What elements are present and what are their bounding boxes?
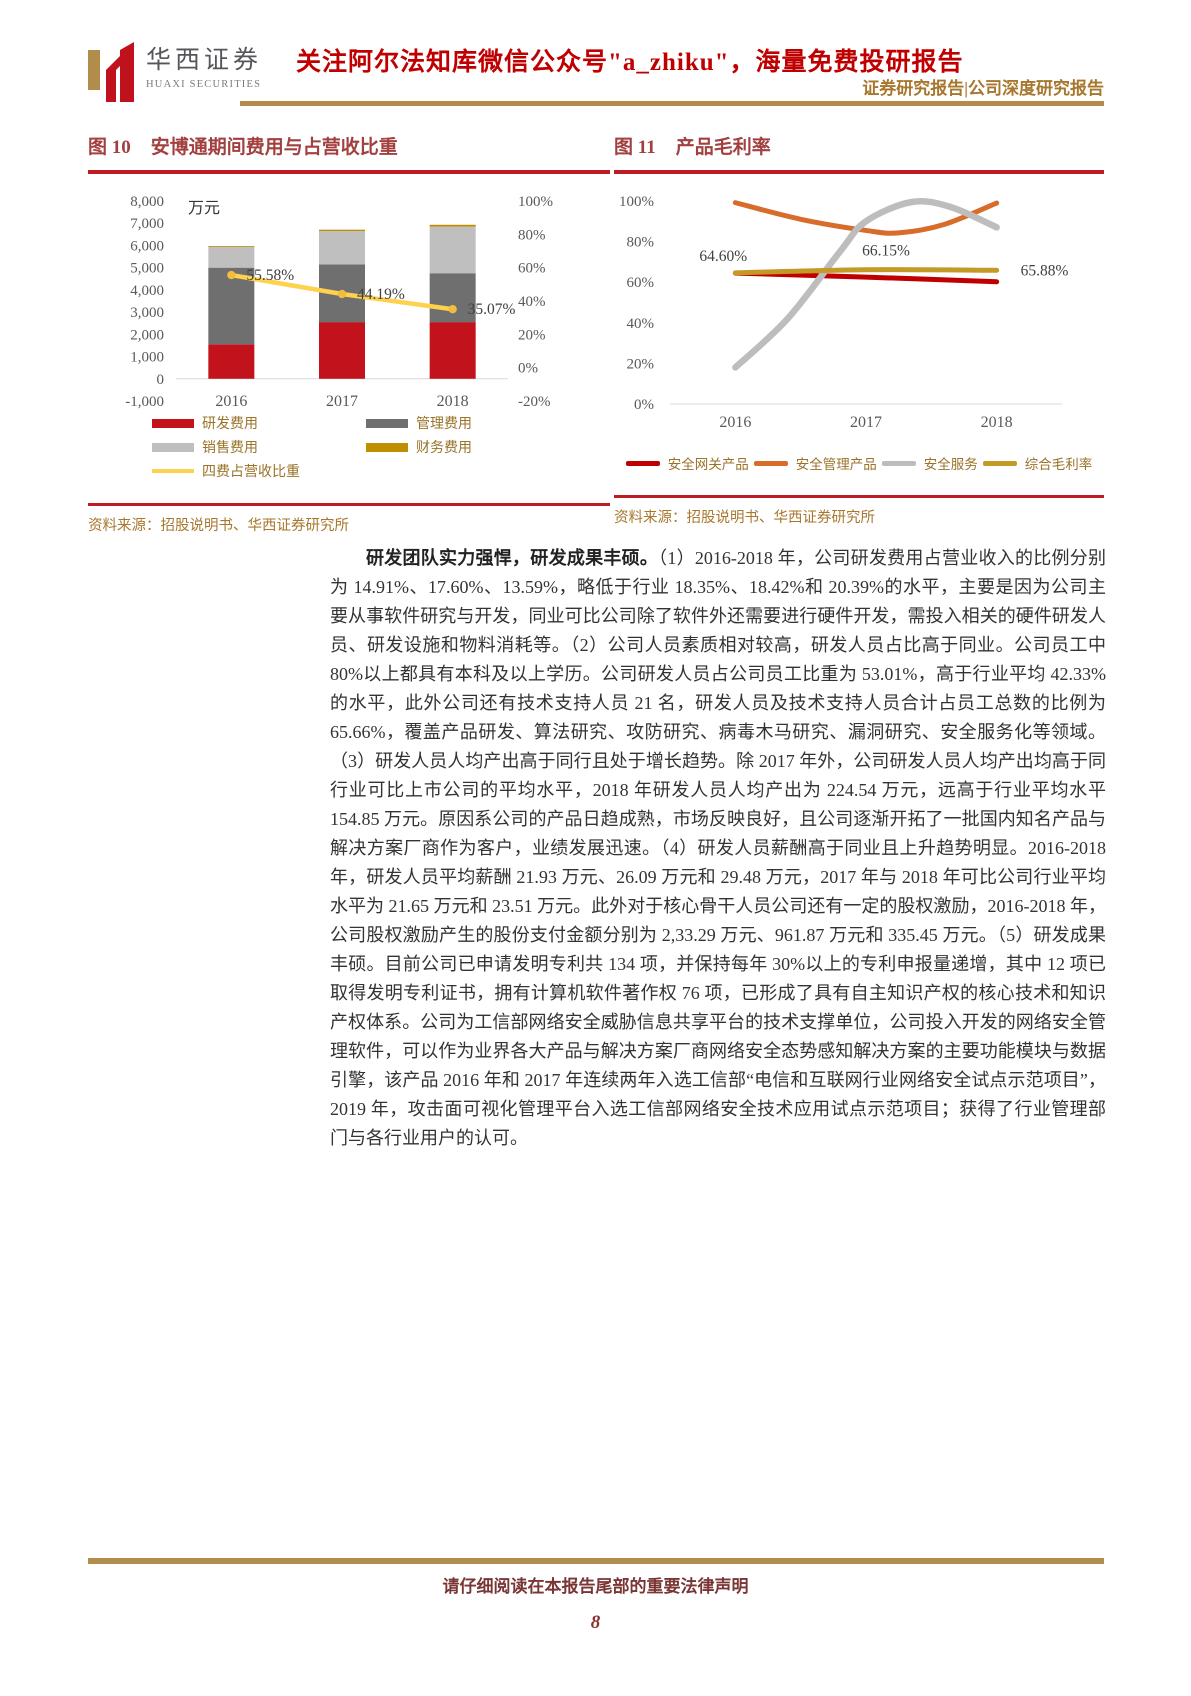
legend-item: 销售费用 bbox=[152, 437, 366, 457]
figure-11-title: 图 11 产品毛利率 bbox=[614, 132, 1104, 159]
svg-text:66.15%: 66.15% bbox=[862, 243, 910, 260]
svg-text:2016: 2016 bbox=[719, 414, 751, 431]
legend-item: 安全管理产品 bbox=[753, 453, 877, 473]
legend-item: 研发费用 bbox=[152, 413, 366, 433]
legend-label: 销售费用 bbox=[202, 441, 258, 456]
body-lead: 研发团队实力强悍，研发成果丰硕。 bbox=[366, 548, 659, 568]
figure-11-title-rule bbox=[614, 170, 1104, 174]
svg-text:6,000: 6,000 bbox=[130, 238, 164, 254]
legend-swatch bbox=[152, 469, 194, 473]
legend-label: 四费占营收比重 bbox=[202, 465, 300, 480]
svg-text:60%: 60% bbox=[627, 275, 655, 291]
legend-item: 综合毛利率 bbox=[982, 453, 1093, 473]
svg-text:0: 0 bbox=[157, 372, 165, 388]
legend-item: 安全服务 bbox=[881, 453, 978, 473]
figure-10-source: 资料来源：招股说明书、华西证券研究所 bbox=[88, 503, 610, 535]
legend-label: 安全网关产品 bbox=[667, 457, 749, 472]
legend-label: 安全管理产品 bbox=[795, 457, 877, 472]
legend-swatch bbox=[152, 442, 194, 452]
legend-swatch bbox=[982, 460, 1017, 466]
svg-text:20%: 20% bbox=[627, 356, 655, 372]
figure-10-block: 图 10 安博通期间费用与占营收比重 8,000 7,000 6,000 5,000 4… bbox=[88, 132, 610, 535]
svg-text:100%: 100% bbox=[619, 194, 654, 210]
header-banner: 关注阿尔法知库微信公众号"a_zhiku"，海量免费投研报告 bbox=[296, 49, 964, 76]
footer-disclaimer: 请仔细阅读在本报告尾部的重要法律声明 bbox=[442, 1577, 749, 1596]
legend-swatch bbox=[152, 418, 194, 428]
legend-item: 四费占营收比重 bbox=[152, 461, 366, 481]
svg-text:65.88%: 65.88% bbox=[1021, 262, 1069, 279]
footer-divider bbox=[88, 1558, 1104, 1564]
report-type-subtitle: 证券研究报告|公司深度研究报告 bbox=[862, 79, 1104, 98]
svg-text:64.60%: 64.60% bbox=[699, 248, 747, 265]
svg-text:40%: 40% bbox=[518, 294, 546, 310]
svg-text:2018: 2018 bbox=[981, 414, 1013, 431]
legend-swatch bbox=[881, 460, 916, 466]
svg-text:2017: 2017 bbox=[326, 393, 358, 410]
figure-11-caption: 产品毛利率 bbox=[675, 137, 771, 158]
legend-label: 财务费用 bbox=[416, 441, 472, 456]
legend-item: 管理费用 bbox=[366, 413, 610, 433]
figure-11-block: 图 11 产品毛利率 100% 80% 60% 40% 20% 0% 2016 2017 201… bbox=[614, 132, 1104, 527]
figure-10-chart: 8,000 7,000 6,000 5,000 4,000 3,000 2,000 1,000… bbox=[125, 194, 553, 410]
svg-text:2018: 2018 bbox=[437, 393, 469, 410]
logo-company-name-en: HUAXI SECURITIES bbox=[146, 79, 262, 90]
body-text: （1）2016-2018 年，公司研发费用占营业收入的比例分别为 14.91%、… bbox=[330, 548, 1106, 1148]
figure-10-legend: 研发费用 管理费用销售费用 财务费用四费占营收比重 bbox=[152, 413, 610, 481]
svg-text:80%: 80% bbox=[627, 235, 655, 251]
svg-text:44.19%: 44.19% bbox=[357, 286, 405, 303]
logo-company-name: 华西证券 bbox=[146, 47, 263, 74]
svg-text:20%: 20% bbox=[518, 327, 546, 343]
svg-text:55.58%: 55.58% bbox=[246, 267, 294, 284]
svg-text:-20%: -20% bbox=[518, 394, 551, 410]
svg-text:80%: 80% bbox=[518, 227, 546, 243]
svg-text:100%: 100% bbox=[518, 194, 553, 210]
svg-text:2,000: 2,000 bbox=[130, 327, 164, 343]
svg-text:1,000: 1,000 bbox=[130, 350, 164, 366]
huaxi-logo-icon bbox=[88, 42, 134, 102]
figure-10-tag: 图 10 bbox=[88, 137, 131, 158]
legend-label: 管理费用 bbox=[416, 417, 472, 432]
figure-11-source: 资料来源：招股说明书、华西证券研究所 bbox=[614, 495, 1104, 527]
huaxi-logo: 华西证券 HUAXI SECURITIES bbox=[86, 40, 262, 102]
legend-swatch bbox=[366, 418, 408, 428]
legend-swatch bbox=[366, 442, 408, 452]
figure-11-chart: 100% 80% 60% 40% 20% 0% 2016 2017 2018 64.60% 66.1… bbox=[619, 194, 1069, 431]
body-paragraph: 研发团队实力强悍，研发成果丰硕。（1）2016-2018 年，公司研发费用占营业… bbox=[330, 544, 1106, 1153]
svg-text:3,000: 3,000 bbox=[130, 305, 164, 321]
svg-text:7,000: 7,000 bbox=[130, 216, 164, 232]
svg-text:万元: 万元 bbox=[188, 200, 220, 217]
figure-11-legend: 安全网关产品 安全管理产品 安全服务 综合毛利率 bbox=[614, 453, 1104, 473]
svg-text:5,000: 5,000 bbox=[130, 261, 164, 277]
svg-text:0%: 0% bbox=[518, 361, 538, 377]
figure-10-title-rule bbox=[88, 170, 610, 174]
page-number: 8 bbox=[590, 1612, 601, 1633]
figure-11-tag: 图 11 bbox=[614, 137, 656, 158]
legend-item: 财务费用 bbox=[366, 437, 610, 457]
svg-text:35.07%: 35.07% bbox=[468, 301, 516, 318]
svg-text:40%: 40% bbox=[627, 316, 655, 332]
svg-text:0%: 0% bbox=[634, 397, 654, 413]
figure-10-caption: 安博通期间费用与占营收比重 bbox=[150, 137, 398, 158]
svg-text:4,000: 4,000 bbox=[130, 283, 164, 299]
figure-10-title: 图 10 安博通期间费用与占营收比重 bbox=[88, 132, 610, 159]
legend-swatch bbox=[753, 460, 788, 466]
legend-label: 综合毛利率 bbox=[1024, 457, 1093, 472]
svg-text:-1,000: -1,000 bbox=[125, 394, 164, 410]
header-divider bbox=[240, 101, 1104, 106]
legend-label: 研发费用 bbox=[202, 417, 258, 432]
svg-text:2016: 2016 bbox=[215, 393, 247, 410]
legend-label: 安全服务 bbox=[923, 457, 978, 472]
svg-text:60%: 60% bbox=[518, 261, 546, 277]
svg-text:8,000: 8,000 bbox=[130, 194, 164, 210]
legend-swatch bbox=[625, 460, 660, 466]
svg-text:2017: 2017 bbox=[850, 414, 882, 431]
legend-item: 安全网关产品 bbox=[625, 453, 749, 473]
